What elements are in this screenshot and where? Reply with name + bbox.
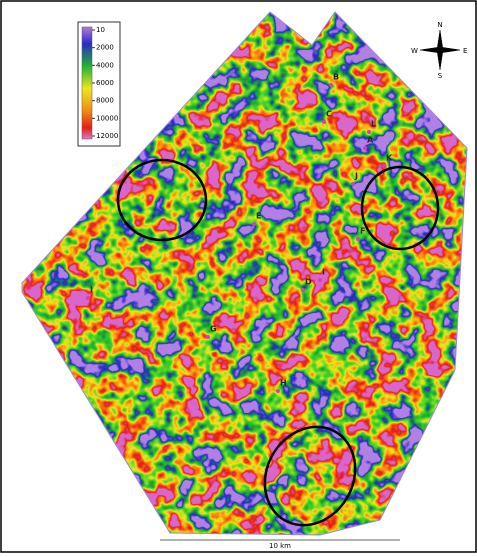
legend-colorbar [82, 27, 92, 139]
well-label: I [90, 286, 93, 295]
compass-e: E [463, 47, 467, 55]
well-marker [276, 389, 280, 393]
well-label: K [386, 154, 393, 163]
well-marker [363, 146, 367, 150]
legend-label: 2000 [96, 44, 114, 52]
legend-label: 6000 [96, 79, 114, 87]
compass-s: S [438, 72, 443, 80]
well-marker [322, 120, 326, 124]
well-marker [351, 182, 355, 186]
well-label: L [371, 120, 376, 129]
well-label: J [354, 172, 358, 181]
well-label: I [322, 268, 325, 277]
well-marker [318, 278, 322, 282]
legend-label: 12000 [96, 132, 118, 140]
legend-label: 10 [96, 26, 105, 34]
compass-n: N [437, 21, 442, 29]
legend-label: 4000 [96, 61, 114, 69]
well-label: E [256, 212, 261, 221]
well-label: G [210, 325, 217, 334]
legend-label: 10000 [96, 114, 118, 122]
legend: 10 2000 4000 6000 8000 10000 12000 [78, 22, 120, 146]
well-label: A [367, 136, 374, 145]
legend-label: 8000 [96, 97, 114, 105]
compass-w: W [411, 47, 418, 55]
well-marker [329, 83, 333, 87]
well-marker [206, 335, 210, 339]
well-marker [356, 237, 360, 241]
well-marker [86, 296, 90, 300]
well-marker [382, 164, 386, 168]
well-marker [367, 130, 371, 134]
map-view: 10 2000 4000 6000 8000 10000 12000 N S E W B C L… [0, 0, 477, 553]
well-label: B [333, 73, 339, 82]
well-marker [301, 288, 305, 292]
well-label: C [326, 110, 332, 119]
well-label: H [280, 379, 287, 388]
well-label: F [360, 227, 365, 236]
scale-label: 10 km [269, 542, 291, 550]
well-marker [252, 222, 256, 226]
well-label: D [305, 278, 312, 287]
